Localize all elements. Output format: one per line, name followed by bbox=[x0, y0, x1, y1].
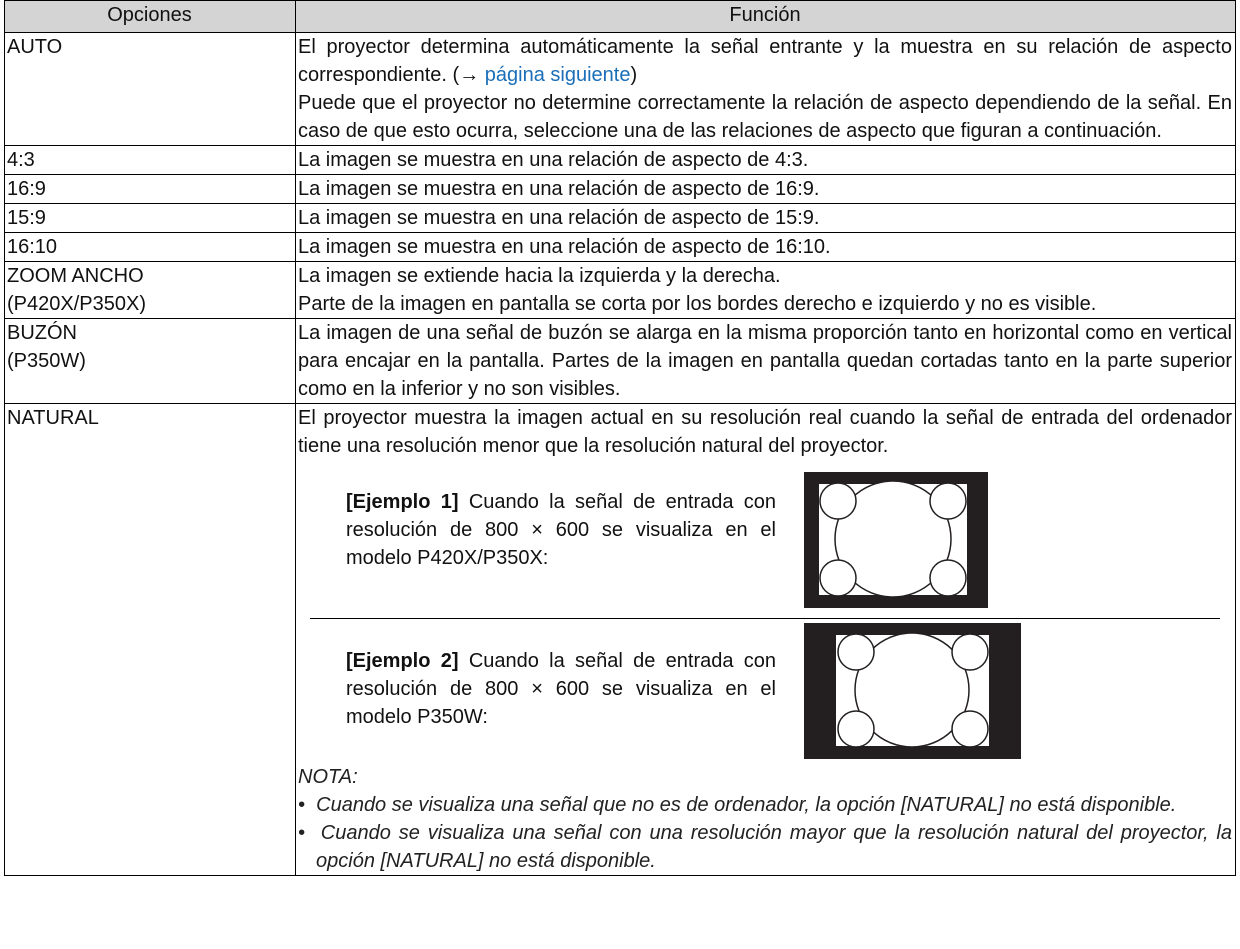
paragraph: La imagen se extiende hacia la izquierda… bbox=[298, 265, 781, 287]
paragraph: El proyector determina automáticamente l… bbox=[298, 33, 1232, 89]
option-cell: 15:9 bbox=[4, 203, 296, 233]
text: ) bbox=[630, 64, 638, 86]
option-cell: 16:10 bbox=[4, 232, 296, 262]
function-cell: El proyector muestra la imagen actual en… bbox=[295, 403, 1236, 876]
function-cell: El proyector determina automáticamente l… bbox=[295, 32, 1236, 146]
function-cell: La imagen de una señal de buzón se alarg… bbox=[295, 318, 1236, 404]
function-cell: La imagen se muestra en una relación de … bbox=[295, 203, 1236, 233]
text: Cuando la señal de entrada con resolució… bbox=[346, 491, 777, 569]
header-row: Opciones Función bbox=[4, 0, 1236, 33]
row: NATURAL El proyector muestra la imagen a… bbox=[4, 403, 1236, 876]
example-text: [Ejemplo 2] Cuando la señal de entrada c… bbox=[346, 647, 776, 731]
header-cell: Opciones bbox=[4, 0, 296, 33]
example: [Ejemplo 2] Cuando la señal de entrada c… bbox=[346, 623, 1232, 759]
function-cell: La imagen se muestra en una relación de … bbox=[295, 232, 1236, 262]
row: 16:9 La imagen se muestra en una relación… bbox=[4, 174, 1236, 204]
option: AUTO bbox=[7, 36, 63, 58]
example: [Ejemplo 1] Cuando la señal de entrada c… bbox=[346, 472, 1232, 608]
option: (P420X/P350X) bbox=[7, 293, 146, 315]
text: Cuando se visualiza una señal que no es … bbox=[316, 794, 1177, 816]
text: Cuando la señal de entrada con resolució… bbox=[346, 650, 777, 728]
option: 16:10 bbox=[7, 236, 58, 258]
note-title: NOTA: bbox=[298, 766, 358, 788]
example-label: [Ejemplo 2] bbox=[346, 650, 459, 672]
option: (P350W) bbox=[7, 350, 86, 372]
row: ZOOM ANCHO (P420X/P350X) La imagen se ext… bbox=[4, 261, 1236, 319]
paragraph: La imagen se muestra en una relación de … bbox=[298, 149, 809, 171]
text: El proyector determina automáticamente l… bbox=[298, 36, 1232, 86]
option-cell: BUZÓN (P350W) bbox=[4, 318, 296, 404]
note: NOTA: • Cuando se visualiza una señal qu… bbox=[298, 763, 1232, 875]
option-cell: 16:9 bbox=[4, 174, 296, 204]
option: 16:9 bbox=[7, 178, 46, 200]
option: 4:3 bbox=[7, 149, 35, 171]
example-diagram bbox=[804, 472, 988, 608]
option: BUZÓN bbox=[7, 322, 77, 344]
header-cell: Función bbox=[295, 0, 1236, 33]
separator bbox=[310, 618, 1220, 619]
note-list: • Cuando se visualiza una señal que no e… bbox=[298, 791, 1232, 875]
option-cell: NATURAL bbox=[4, 403, 296, 876]
paragraph: La imagen se muestra en una relación de … bbox=[298, 207, 820, 229]
row: BUZÓN (P350W) La imagen de una señal de b… bbox=[4, 318, 1236, 404]
option: ZOOM ANCHO bbox=[7, 265, 144, 287]
example-label: [Ejemplo 1] bbox=[346, 491, 459, 513]
option: NATURAL bbox=[7, 407, 99, 429]
function-cell: La imagen se extiende hacia la izquierda… bbox=[295, 261, 1236, 319]
function-cell: La imagen se muestra en una relación de … bbox=[295, 174, 1236, 204]
option: 15:9 bbox=[7, 207, 46, 229]
row: AUTO El proyector determina automáticame… bbox=[4, 32, 1236, 146]
option-cell: 4:3 bbox=[4, 145, 296, 175]
example-diagram bbox=[804, 623, 1021, 759]
paragraph: La imagen se muestra en una relación de … bbox=[298, 236, 831, 258]
paragraph: La imagen de una señal de buzón se alarg… bbox=[298, 322, 1232, 400]
row: 15:9 La imagen se muestra en una relación… bbox=[4, 203, 1236, 233]
option-cell: AUTO bbox=[4, 32, 296, 146]
row: 4:3 La imagen se muestra en una relación … bbox=[4, 145, 1236, 175]
row: 16:10 La imagen se muestra en una relació… bbox=[4, 232, 1236, 262]
paragraph: Puede que el proyector no determine corr… bbox=[298, 92, 1232, 142]
note-item: • Cuando se visualiza una señal que no e… bbox=[298, 794, 1177, 816]
paragraph: El proyector muestra la imagen actual en… bbox=[298, 407, 1232, 457]
example-text: [Ejemplo 1] Cuando la señal de entrada c… bbox=[346, 488, 776, 572]
paragraph: Parte de la imagen en pantalla se corta … bbox=[298, 293, 1097, 315]
function-cell: La imagen se muestra en una relación de … bbox=[295, 145, 1236, 175]
text: Cuando se visualiza una señal con una re… bbox=[316, 822, 1232, 872]
link[interactable]: página siguiente bbox=[484, 64, 631, 86]
note-item: • Cuando se visualiza una señal con una … bbox=[298, 822, 1232, 872]
paragraph: La imagen se muestra en una relación de … bbox=[298, 178, 820, 200]
options-table: Opciones Función AUTO El proyector deter… bbox=[4, 0, 1236, 876]
option-cell: ZOOM ANCHO (P420X/P350X) bbox=[4, 261, 296, 319]
